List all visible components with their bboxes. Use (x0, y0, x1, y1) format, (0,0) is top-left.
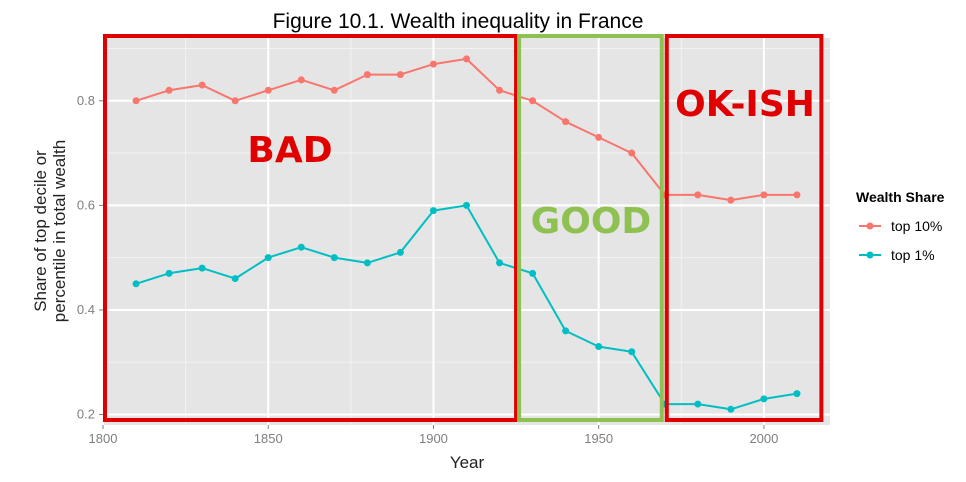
data-point-s0-1960 (628, 149, 636, 157)
data-point-s0-1810 (132, 97, 140, 105)
y-tick-label-0.8: 0.8 (77, 93, 95, 108)
annotation-box-0 (103, 34, 519, 422)
data-point-s1-1890 (396, 248, 404, 256)
y-tick-label-0.4: 0.4 (77, 302, 95, 317)
y-axis-title-line1: Share of top decile or (31, 150, 50, 312)
data-point-s1-1870 (330, 254, 338, 262)
data-point-s1-1960 (628, 348, 636, 356)
data-point-s0-1880 (363, 71, 371, 79)
annotation-box-1 (517, 34, 664, 422)
legend-swatch-point-1 (866, 251, 874, 259)
y-axis-ticks: 0.2 0.4 0.6 0.8 (77, 93, 103, 422)
data-point-s0-2010 (793, 191, 801, 199)
x-axis-ticks: 1800 1850 1900 1950 2000 (89, 425, 778, 446)
legend-label-0: top 10% (891, 218, 942, 234)
data-point-s0-1930 (529, 97, 537, 105)
chart-title: Figure 10.1. Wealth inequality in France (273, 10, 644, 33)
data-point-s0-1950 (595, 133, 603, 141)
x-tick-label-1950: 1950 (584, 431, 613, 446)
data-point-s1-1880 (363, 259, 371, 267)
annotation-box-2 (664, 34, 824, 422)
data-point-s1-1920 (496, 259, 504, 267)
data-point-s1-1950 (595, 343, 603, 351)
plot-panel (103, 38, 830, 425)
data-point-s1-1840 (231, 275, 239, 283)
data-point-s1-1980 (694, 400, 702, 408)
y-axis-title-line2: percentile in total wealth (50, 140, 69, 322)
legend-item-0: top 10% (859, 218, 942, 234)
annotation-boxes: BAD GOOD OK-ISH (103, 34, 824, 422)
data-point-s1-2000 (760, 395, 768, 403)
data-point-s1-2010 (793, 390, 801, 398)
annotation-label-0: BAD (247, 130, 332, 171)
data-point-s0-1940 (562, 118, 570, 126)
data-point-s0-1910 (463, 55, 470, 63)
data-point-s1-1940 (562, 327, 570, 335)
data-point-s1-1850 (264, 254, 272, 262)
x-tick-label-1900: 1900 (419, 431, 448, 446)
data-point-s0-1820 (165, 86, 173, 94)
data-point-s1-1820 (165, 269, 173, 277)
data-point-s0-1920 (496, 86, 504, 94)
data-point-s1-1860 (297, 243, 305, 251)
data-point-s0-1990 (727, 196, 735, 204)
data-point-s0-1980 (694, 191, 702, 199)
data-point-s0-1890 (396, 71, 404, 79)
y-tick-label-0.6: 0.6 (77, 197, 95, 212)
data-point-s0-1830 (198, 81, 206, 89)
annotation-label-1: GOOD (531, 201, 652, 242)
data-point-s1-1830 (198, 264, 206, 272)
x-tick-label-1850: 1850 (254, 431, 283, 446)
data-point-s1-1810 (132, 280, 140, 288)
y-tick-label-0.2: 0.2 (77, 407, 95, 422)
data-point-s1-1910 (463, 201, 470, 209)
legend-title: Wealth Share (856, 189, 945, 205)
data-point-s0-1900 (429, 60, 437, 68)
data-point-s1-1900 (429, 207, 437, 215)
y-axis-title: Share of top decile or percentile in tot… (31, 140, 69, 322)
legend-item-1: top 1% (859, 247, 935, 263)
legend: Wealth Share top 10% top 1% (856, 189, 945, 263)
data-point-s0-1870 (330, 86, 338, 94)
data-point-s0-2000 (760, 191, 768, 199)
data-point-s1-1990 (727, 405, 735, 413)
x-tick-label-2000: 2000 (749, 431, 778, 446)
annotation-label-2: OK-ISH (675, 84, 815, 125)
data-point-s0-1840 (231, 97, 239, 105)
series-points (132, 55, 801, 413)
data-point-s0-1860 (297, 76, 305, 84)
legend-label-1: top 1% (891, 247, 935, 263)
data-point-s1-1930 (529, 269, 537, 277)
data-point-s0-1850 (264, 86, 272, 94)
legend-swatch-point-0 (866, 222, 874, 230)
x-axis-title: Year (450, 453, 485, 472)
x-tick-label-1800: 1800 (89, 431, 118, 446)
